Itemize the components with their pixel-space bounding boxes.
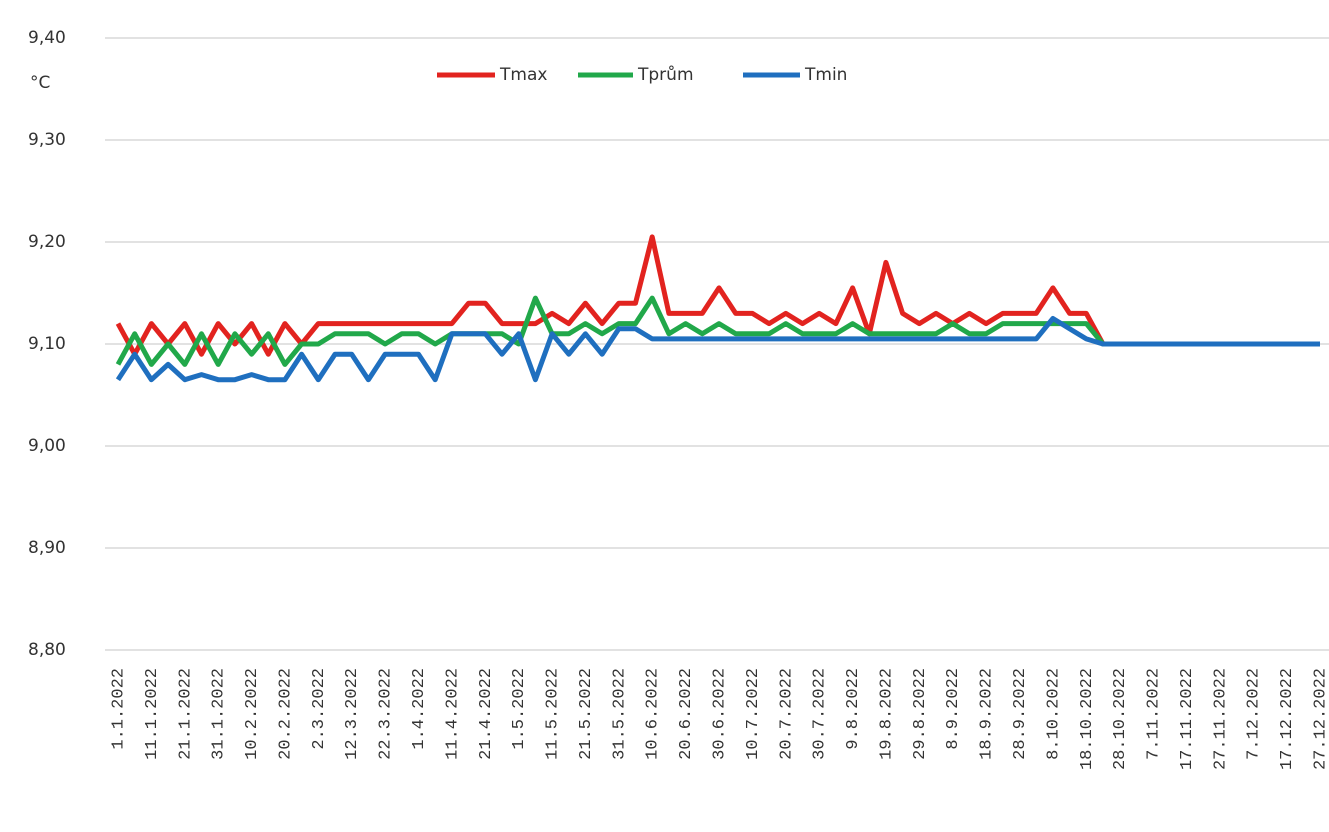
x-tick-label: 8.10.2022 xyxy=(1044,668,1063,760)
y-tick-label: 9,40 xyxy=(28,28,66,48)
legend-label: Tprům xyxy=(637,65,694,85)
x-tick-label: 8.9.2022 xyxy=(944,668,963,750)
y-tick-label: 9,20 xyxy=(28,232,66,252)
x-tick-label: 20.2.2022 xyxy=(276,668,295,760)
x-tick-label: 20.7.2022 xyxy=(777,668,796,760)
x-tick-label: 30.7.2022 xyxy=(811,668,830,760)
x-tick-label: 2.3.2022 xyxy=(310,668,329,750)
y-tick-label: 9,00 xyxy=(28,436,66,456)
y-tick-label: 8,80 xyxy=(28,640,66,660)
x-tick-label: 7.12.2022 xyxy=(1245,668,1264,760)
x-tick-label: 22.3.2022 xyxy=(377,668,396,760)
x-tick-label: 31.5.2022 xyxy=(610,668,629,760)
x-tick-label: 10.6.2022 xyxy=(644,668,663,760)
legend-label: Tmin xyxy=(804,65,847,85)
x-tick-label: 11.5.2022 xyxy=(544,668,563,760)
y-tick-label: 9,30 xyxy=(28,130,66,150)
y-tick-label: 9,10 xyxy=(28,334,66,354)
x-tick-label: 1.4.2022 xyxy=(410,668,429,750)
x-tick-label: 31.1.2022 xyxy=(210,668,229,760)
x-tick-label: 29.8.2022 xyxy=(911,668,930,760)
x-tick-label: 1.5.2022 xyxy=(510,668,529,750)
x-tick-label: 7.11.2022 xyxy=(1145,668,1164,760)
x-tick-label: 28.9.2022 xyxy=(1011,668,1030,760)
x-tick-label: 1.1.2022 xyxy=(109,668,128,750)
x-tick-label: 19.8.2022 xyxy=(877,668,896,760)
x-tick-label: 18.9.2022 xyxy=(978,668,997,760)
x-tick-label: 10.2.2022 xyxy=(243,668,262,760)
y-tick-label: 8,90 xyxy=(28,538,66,558)
x-tick-label: 17.11.2022 xyxy=(1178,668,1197,770)
x-tick-label: 11.4.2022 xyxy=(443,668,462,760)
x-tick-label: 17.12.2022 xyxy=(1278,668,1297,770)
x-tick-label: 21.1.2022 xyxy=(176,668,195,760)
legend-label: Tmax xyxy=(499,65,547,85)
x-tick-label: 11.1.2022 xyxy=(143,668,162,760)
x-tick-label: 27.12.2022 xyxy=(1311,668,1329,770)
x-tick-label: 9.8.2022 xyxy=(844,668,863,750)
x-tick-label: 21.4.2022 xyxy=(477,668,496,760)
x-tick-label: 12.3.2022 xyxy=(343,668,362,760)
x-tick-label: 18.10.2022 xyxy=(1078,668,1097,770)
x-tick-label: 30.6.2022 xyxy=(710,668,729,760)
series-line xyxy=(115,295,1320,367)
series-line xyxy=(115,316,1320,383)
x-tick-label: 10.7.2022 xyxy=(744,668,763,760)
x-tick-label: 21.5.2022 xyxy=(577,668,596,760)
y-axis-label: °C xyxy=(30,73,50,93)
x-tick-label: 20.6.2022 xyxy=(677,668,696,760)
x-tick-label: 28.10.2022 xyxy=(1111,668,1130,770)
x-tick-label: 27.11.2022 xyxy=(1211,668,1230,770)
